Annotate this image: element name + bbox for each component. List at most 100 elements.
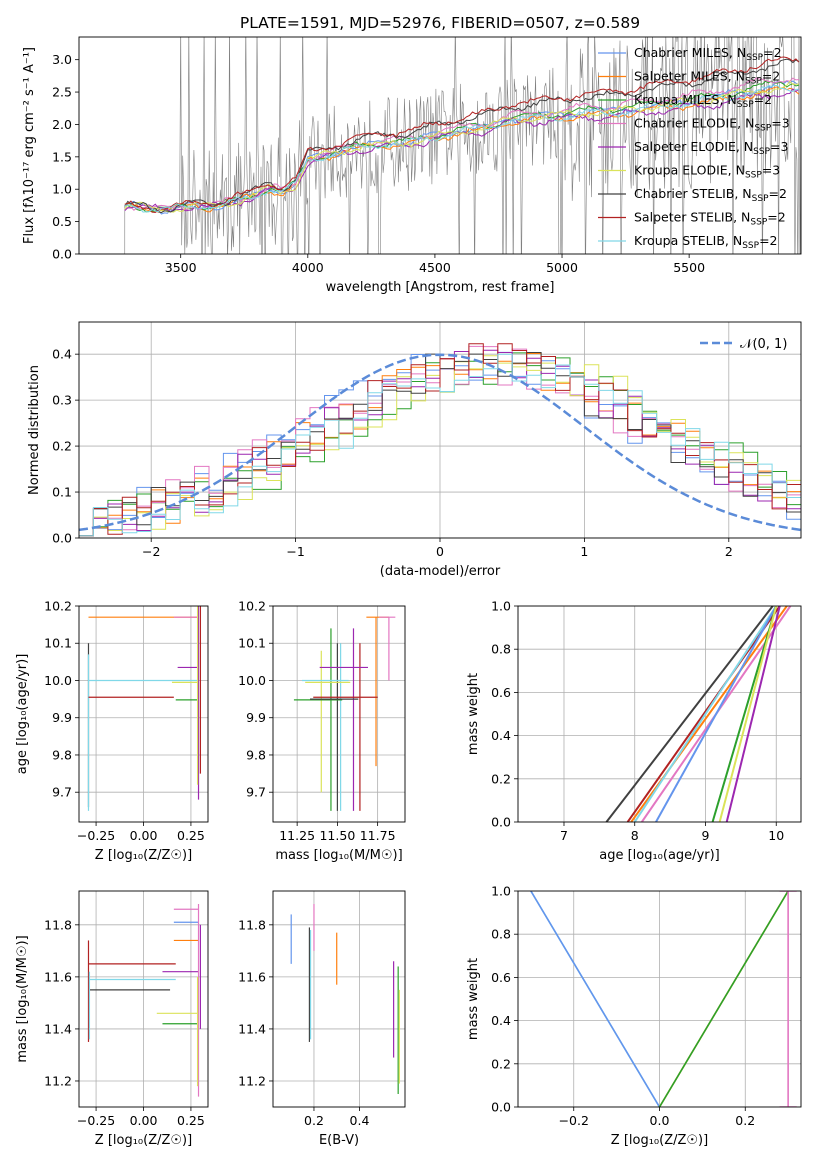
y-tick-label: 0.2 xyxy=(491,1056,511,1071)
y-tick-label: 11.8 xyxy=(238,917,266,932)
model-line xyxy=(124,80,800,213)
plot-area xyxy=(518,891,801,1107)
y-tick-label: 11.6 xyxy=(44,969,72,984)
y-tick-label: 11.2 xyxy=(44,1073,72,1088)
panel-age_vs_mass: 11.25 11.50 11.75 9.7 9.8 9.9 10.0 10.1 10.2 mass… xyxy=(238,599,406,863)
y-tick-label: 9.9 xyxy=(52,710,72,725)
model-line xyxy=(124,58,800,214)
y-tick-label: 10.0 xyxy=(44,673,72,688)
legend-sub: SSP xyxy=(742,241,759,251)
plot-area xyxy=(79,606,208,822)
mass-weight-line xyxy=(626,606,781,822)
legend: 𝒩(0, 1) xyxy=(700,337,787,352)
legend: Chabrier MILES, NSSP=2 Salpeter MILES, NS… xyxy=(598,45,790,251)
y-axis-label: mass weight xyxy=(466,673,481,755)
x-tick-label: 0.00 xyxy=(130,1113,158,1128)
y-tick-label: 0.8 xyxy=(491,927,511,942)
x-tick-label: 7 xyxy=(560,828,568,843)
y-tick-label: 1.5 xyxy=(52,149,72,164)
y-tick-label: 0.6 xyxy=(491,685,511,700)
y-tick-label: 10.2 xyxy=(238,599,266,614)
mass-weight-line xyxy=(718,606,778,822)
y-tick-label: 10.2 xyxy=(44,599,72,614)
legend-sub: SSP xyxy=(750,218,767,228)
y-tick-label: 9.7 xyxy=(246,785,266,800)
y-tick-label: 1.0 xyxy=(491,599,511,614)
x-tick-label: 10 xyxy=(768,828,784,843)
plot-area xyxy=(79,37,801,254)
y-tick-label: 11.8 xyxy=(44,917,72,932)
axes-frame xyxy=(78,321,802,539)
y-tick-label: 0.8 xyxy=(491,642,511,657)
x-tick-label: 0.2 xyxy=(735,1113,755,1128)
mass-weight-line xyxy=(630,606,788,822)
panel-mass_vs_EBV: 0.2 0.4 11.2 11.4 11.6 11.8 E(B-V) xyxy=(238,890,406,1148)
panel-mass_vs_Z: −0.25 0.00 0.25 11.2 11.4 11.6 11.8 Z [log₁₀(Z/… xyxy=(15,890,209,1148)
y-tick-label: 9.8 xyxy=(246,747,266,762)
x-tick-label: 11.25 xyxy=(279,828,315,843)
model-line xyxy=(124,84,800,213)
x-axis-label: (data-model)/error xyxy=(380,564,501,579)
y-tick-label: 9.8 xyxy=(52,747,72,762)
legend-sub: SSP xyxy=(752,194,769,204)
y-tick-label: 0.2 xyxy=(52,439,72,454)
x-axis-label: wavelength [Angstrom, rest frame] xyxy=(326,280,555,295)
legend-rest: =3 xyxy=(771,116,789,131)
legend-sub: SSP xyxy=(745,77,762,87)
legend-rest: =2 xyxy=(767,210,785,225)
y-tick-label: 0.0 xyxy=(52,531,72,546)
model-line xyxy=(124,77,800,212)
y-tick-label: 10.1 xyxy=(44,636,72,651)
plot-area xyxy=(518,606,801,822)
legend-rest: =2 xyxy=(754,92,772,107)
legend-rest: =2 xyxy=(769,186,787,201)
y-tick-label: 0.0 xyxy=(491,1100,511,1115)
axes-frame xyxy=(78,36,802,255)
legend-rest: =2 xyxy=(763,45,781,60)
y-axis-label: Normed distribution xyxy=(27,365,42,495)
legend-label: Chabrier MILES, NSSP=2 xyxy=(634,45,782,63)
x-tick-label: 5500 xyxy=(673,260,705,275)
legend-sub: SSP xyxy=(746,53,763,63)
legend-label: Salpeter MILES, NSSP=2 xyxy=(634,69,780,87)
legend-label: Kroupa ELODIE, NSSP=3 xyxy=(634,163,780,181)
axes-frame xyxy=(517,605,802,823)
y-tick-label: 0.1 xyxy=(52,485,72,500)
y-tick-label: 11.2 xyxy=(238,1073,266,1088)
y-tick-label: 0.4 xyxy=(491,728,511,743)
y-axis-label: age [log₁₀(age/yr)] xyxy=(15,654,30,775)
y-tick-label: 0.5 xyxy=(52,214,72,229)
legend-sub: SSP xyxy=(753,147,770,157)
x-tick-label: −0.2 xyxy=(559,1113,589,1128)
x-axis-label: E(B-V) xyxy=(319,1133,359,1148)
legend-label: Kroupa STELIB, NSSP=2 xyxy=(634,233,778,251)
plot-area xyxy=(79,891,208,1107)
legend-sub: SSP xyxy=(745,171,762,181)
y-tick-label: 11.4 xyxy=(238,1021,266,1036)
mass-weight-line xyxy=(725,606,781,822)
histogram-step xyxy=(79,353,801,537)
y-tick-label: 10.1 xyxy=(238,636,266,651)
y-tick-label: 1.0 xyxy=(491,884,511,899)
x-tick-label: 0.4 xyxy=(350,1113,370,1128)
plot-area xyxy=(273,606,405,822)
x-tick-label: 0.0 xyxy=(650,1113,670,1128)
y-tick-label: 9.7 xyxy=(52,785,72,800)
y-tick-label: 11.4 xyxy=(44,1021,72,1036)
y-tick-label: 1.0 xyxy=(52,182,72,197)
y-tick-label: 10.0 xyxy=(238,673,266,688)
x-tick-label: 2 xyxy=(725,544,733,559)
y-tick-label: 0.6 xyxy=(491,970,511,985)
model-line xyxy=(124,56,800,214)
plot-area xyxy=(273,891,405,1107)
x-tick-label: 4500 xyxy=(419,260,451,275)
x-tick-label: −1 xyxy=(286,544,304,559)
legend-label: Salpeter ELODIE, NSSP=3 xyxy=(634,139,788,157)
mass-weight-line xyxy=(711,606,778,822)
x-tick-label: 0.25 xyxy=(177,828,205,843)
axes-frame xyxy=(78,605,209,823)
mass-weight-line xyxy=(633,606,778,822)
legend-label: Chabrier ELODIE, NSSP=3 xyxy=(634,116,790,134)
x-tick-label: −2 xyxy=(142,544,160,559)
